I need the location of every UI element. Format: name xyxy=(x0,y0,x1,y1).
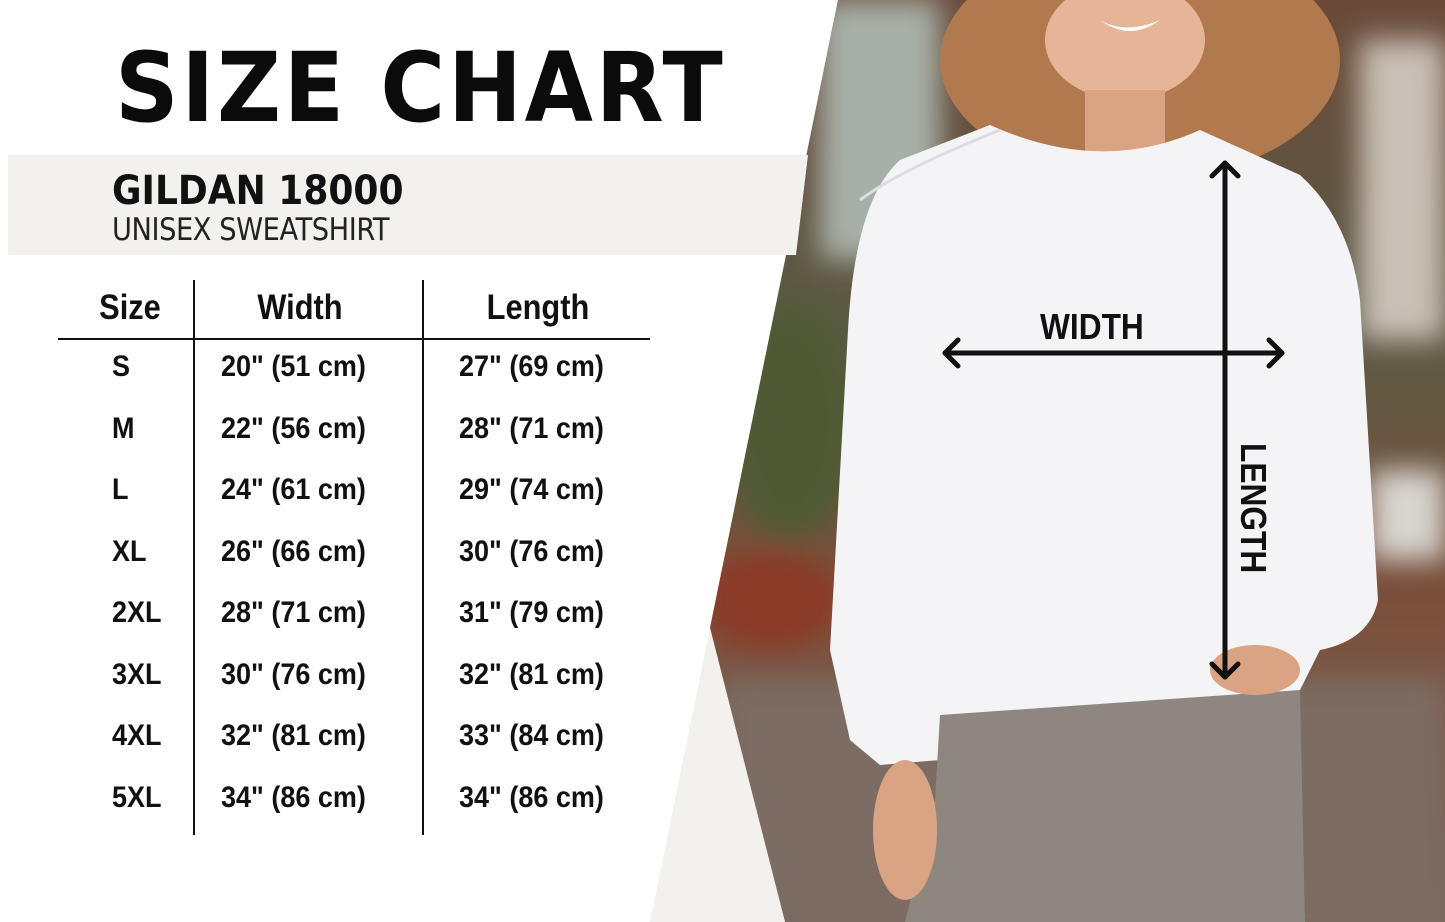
table-cell-width: 26" (66 cm) xyxy=(221,534,366,568)
table-cell-size: S xyxy=(112,350,131,383)
table-cell-size: 3XL xyxy=(112,657,162,691)
table-cell-width: 24" (61 cm) xyxy=(221,473,366,506)
length-label: LENGTH xyxy=(1233,443,1274,574)
table-cell-size: M xyxy=(112,411,135,445)
table-cell-length: 34" (86 cm) xyxy=(459,780,604,814)
table-cell-length: 31" (79 cm) xyxy=(459,596,604,629)
table-cell-width: 22" (56 cm) xyxy=(221,411,366,445)
header-divider xyxy=(58,338,650,340)
table-cell-size: 4XL xyxy=(112,719,162,752)
product-type: UNISEX SWEATSHIRT xyxy=(112,212,390,248)
table-cell-length: 32" (81 cm) xyxy=(459,657,604,691)
table-cell-length: 33" (84 cm) xyxy=(459,719,604,752)
width-label: WIDTH xyxy=(1040,306,1144,347)
product-model: GILDAN 18000 xyxy=(112,168,404,214)
table-cell-length: 27" (69 cm) xyxy=(459,350,604,383)
table-cell-width: 32" (81 cm) xyxy=(221,719,366,752)
table-cell-length: 28" (71 cm) xyxy=(459,411,604,445)
table-cell-width: 28" (71 cm) xyxy=(221,596,366,629)
decorative-triangle xyxy=(650,628,785,922)
table-cell-size: XL xyxy=(112,534,147,568)
column-divider xyxy=(422,280,424,835)
product-band xyxy=(8,155,808,255)
column-divider xyxy=(193,280,195,835)
table-cell-size: L xyxy=(112,473,129,506)
header-length: Length xyxy=(486,288,590,327)
table-cell-length: 29" (74 cm) xyxy=(459,473,604,506)
header-width: Width xyxy=(257,288,343,327)
page-title: SIZE CHART xyxy=(115,32,726,144)
table-cell-size: 5XL xyxy=(112,780,162,814)
table-cell-width: 30" (76 cm) xyxy=(221,657,366,691)
table-cell-width: 34" (86 cm) xyxy=(221,780,366,814)
table-cell-width: 20" (51 cm) xyxy=(221,350,366,383)
header-size: Size xyxy=(99,288,161,327)
table-cell-size: 2XL xyxy=(112,596,162,629)
table-cell-length: 30" (76 cm) xyxy=(459,534,604,568)
